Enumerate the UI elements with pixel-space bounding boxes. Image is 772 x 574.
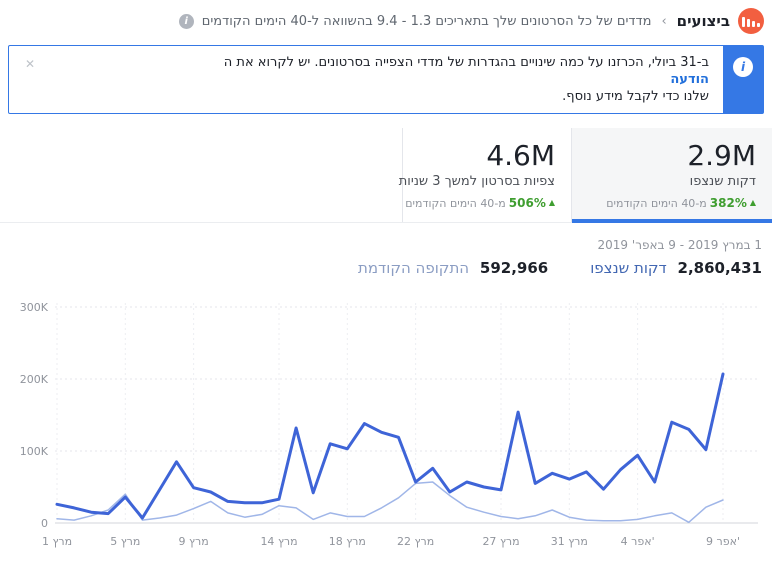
metric-label: צפיות בסרטון למשך 3 שניות [398,174,555,189]
current-period-line [55,372,725,520]
legend-value: 2,860,431 [677,259,762,277]
x-axis-tick-label: 4 אפר' [621,535,655,548]
y-axis-tick-label: 300K [20,301,49,314]
x-axis-tick-label: 14 מרץ [260,535,297,548]
increase-arrow-icon: ▲ [749,198,756,207]
banner-line2: שלנו כדי לקבל מידע נוסף. [562,89,709,104]
metric-card-minutes-viewed[interactable]: 2.9M דקות שנצפו ▲382%מ-40 הימים הקודמים [572,128,772,223]
x-axis-tick-label: 27 מרץ [482,535,519,548]
x-axis-tick-label: 18 מרץ [329,535,366,548]
y-axis-tick-label: 200K [20,373,49,386]
insights-bar-chart-icon [738,8,764,34]
metric-delta-note: מ-40 הימים הקודמים [405,197,506,210]
metric-value: 2.9M [687,139,756,172]
page-subtitle: מדדים של כל הסרטונים שלך בתאריכים 1.3 - … [201,13,652,29]
metric-cards-row: 2.9M דקות שנצפו ▲382%מ-40 הימים הקודמים … [0,128,772,223]
x-axis-tick-label: 9 מרץ [179,535,209,548]
legend-label: התקופה הקודמת [358,259,470,277]
x-axis-tick-label: 22 מרץ [397,535,434,548]
metric-delta-percent: 506% [508,196,546,210]
legend-item-current: 2,860,431 דקות שנצפו [590,259,762,277]
page-header: ביצועים › מדדים של כל הסרטונים שלך בתארי… [0,0,772,34]
y-axis-tick-label: 0 [41,517,48,530]
banner-text: ב-31 ביולי, הכרזנו על כמה שינויים בהגדרו… [210,46,723,113]
metric-value: 4.6M [486,139,555,172]
metric-delta: ▲382%מ-40 הימים הקודמים [588,196,756,210]
date-range: 1 במרץ 2019 - 9 באפר' 2019 [597,238,762,252]
x-axis-tick-label: 1 מרץ [42,535,72,548]
x-axis-tick-label: 5 מרץ [110,535,140,548]
increase-arrow-icon: ▲ [548,198,555,207]
legend-value: 592,966 [479,259,549,277]
page-title: ביצועים [676,12,730,30]
breadcrumb-chevron-icon: › [661,13,667,29]
legend-label: דקות שנצפו [590,259,667,277]
info-icon[interactable]: i [178,13,194,29]
x-axis-tick-label: 31 מרץ [551,535,588,548]
announcement-banner: i ב-31 ביולי, הכרזנו על כמה שינויים בהגד… [8,45,764,114]
metric-delta-note: מ-40 הימים הקודמים [606,197,707,210]
performance-chart: 0 100K 200K 300K 1 מרץ 5 מרץ 9 מרץ 14 מרץ 18 מרץ… [0,283,772,571]
y-axis-tick-label: 100K [20,445,49,458]
chart-header: 1 במרץ 2019 - 9 באפר' 2019 2,860,431 דקו… [0,223,772,277]
banner-accent-strip: i [723,46,763,113]
announcement-link[interactable]: הודעה [670,72,709,87]
x-axis-tick-label: 9 אפר' [706,535,740,548]
previous-period-line [56,481,724,524]
banner-info-icon: i [733,57,753,77]
banner-line1: ב-31 ביולי, הכרזנו על כמה שינויים בהגדרו… [223,55,709,70]
close-icon[interactable]: ✕ [25,57,36,71]
metric-card-3s-video-views[interactable]: 4.6M צפיות בסרטון למשך 3 שניות ▲506%מ-40… [398,128,572,222]
performance-chart-svg: 0 100K 200K 300K 1 מרץ 5 מרץ 9 מרץ 14 מרץ 18 מרץ… [20,301,758,548]
metric-delta-percent: 382% [709,196,747,210]
metric-delta: ▲506%מ-40 הימים הקודמים [405,196,555,210]
chart-legend: 2,860,431 דקות שנצפו 592,966 התקופה הקוד… [10,259,762,277]
metric-label: דקות שנצפו [689,174,756,189]
legend-item-previous: 592,966 התקופה הקודמת [358,259,548,277]
